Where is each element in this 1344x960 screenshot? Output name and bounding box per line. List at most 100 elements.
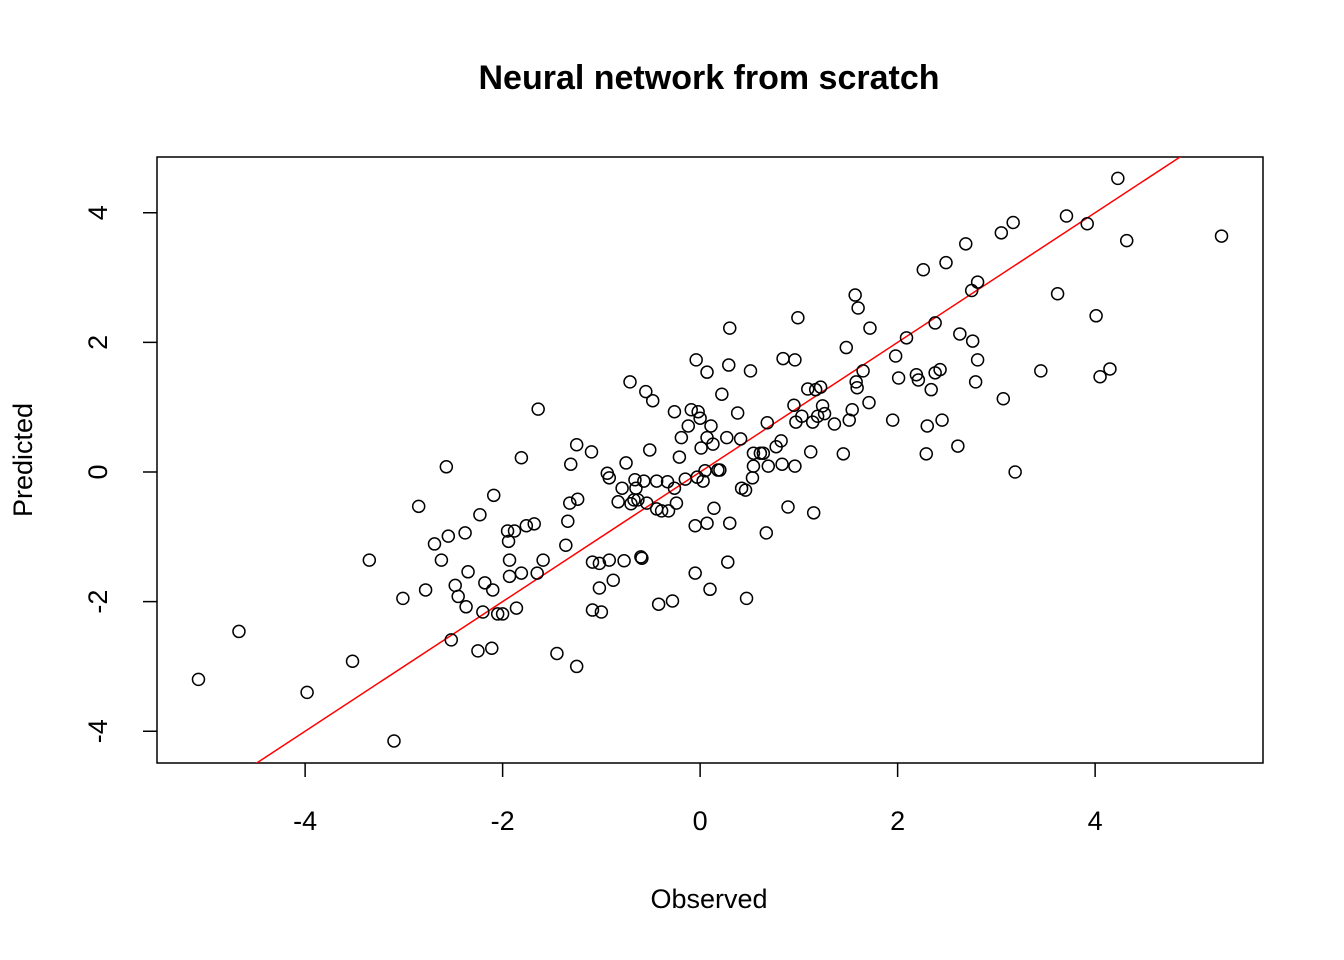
point <box>667 481 682 495</box>
point <box>645 393 660 408</box>
point <box>451 589 465 604</box>
point <box>703 582 717 597</box>
point <box>396 591 410 606</box>
point <box>486 488 501 503</box>
y-axis-label: Predicted <box>8 403 38 517</box>
point <box>661 504 676 518</box>
y-tick-label: -4 <box>83 719 113 743</box>
point <box>761 459 776 473</box>
point <box>519 519 534 533</box>
point <box>850 380 864 395</box>
x-axis-label: Observed <box>650 884 767 914</box>
point <box>674 430 689 445</box>
point <box>485 641 499 656</box>
point <box>817 406 832 421</box>
point <box>232 624 246 639</box>
point <box>643 443 657 457</box>
point <box>713 463 727 477</box>
point <box>427 537 442 551</box>
y-tick-label: 2 <box>83 335 113 350</box>
point <box>888 349 903 363</box>
point <box>300 685 314 700</box>
point <box>815 399 830 413</box>
point <box>514 450 529 465</box>
point <box>615 481 629 495</box>
plot-area <box>255 157 1182 763</box>
point <box>733 432 748 446</box>
point <box>919 447 934 461</box>
point <box>706 437 720 451</box>
point <box>585 603 600 617</box>
point <box>696 474 710 488</box>
point <box>561 514 575 528</box>
point <box>756 446 771 460</box>
point <box>935 413 949 427</box>
point <box>1006 215 1020 230</box>
point <box>634 550 648 564</box>
point <box>651 597 666 611</box>
point <box>689 353 703 367</box>
point <box>745 471 760 485</box>
point <box>684 403 698 417</box>
point <box>635 551 649 565</box>
point <box>738 483 753 497</box>
point <box>502 553 517 567</box>
point <box>623 375 637 389</box>
x-tick-label: -4 <box>293 806 317 836</box>
point <box>640 496 654 510</box>
point <box>1103 362 1117 376</box>
point <box>448 578 462 593</box>
point <box>924 382 938 397</box>
point <box>1034 364 1048 378</box>
point <box>781 500 795 514</box>
point <box>536 553 550 567</box>
point <box>743 364 758 378</box>
point <box>813 380 828 394</box>
point <box>688 519 702 533</box>
point <box>721 555 735 569</box>
point <box>458 526 472 540</box>
point <box>594 605 609 619</box>
point <box>617 554 631 568</box>
point <box>495 607 510 621</box>
point <box>507 524 522 538</box>
point <box>509 601 524 615</box>
point <box>939 255 953 270</box>
point <box>845 403 859 417</box>
point <box>759 526 774 540</box>
point <box>722 358 736 372</box>
point <box>639 384 653 399</box>
point <box>570 492 585 506</box>
point <box>715 387 729 401</box>
point <box>839 340 854 355</box>
point <box>787 398 801 412</box>
point <box>592 581 607 595</box>
point <box>827 417 842 431</box>
x-tick-label: 0 <box>693 806 708 836</box>
point <box>501 534 516 549</box>
point <box>461 565 475 579</box>
point <box>629 481 643 495</box>
point <box>700 365 714 379</box>
point <box>672 450 687 464</box>
point <box>411 499 426 514</box>
point <box>775 457 789 471</box>
point <box>970 353 985 367</box>
point <box>434 553 449 567</box>
point <box>531 402 545 416</box>
point <box>791 310 805 325</box>
point <box>1111 171 1125 186</box>
point <box>669 496 684 510</box>
point <box>774 434 788 448</box>
point <box>1080 217 1094 231</box>
point <box>459 600 473 614</box>
point <box>691 404 705 419</box>
point <box>550 646 564 661</box>
point <box>698 463 712 478</box>
point <box>911 373 926 387</box>
point <box>441 529 456 543</box>
point <box>502 569 517 584</box>
point <box>746 459 761 473</box>
point <box>665 594 680 608</box>
point <box>345 654 360 668</box>
